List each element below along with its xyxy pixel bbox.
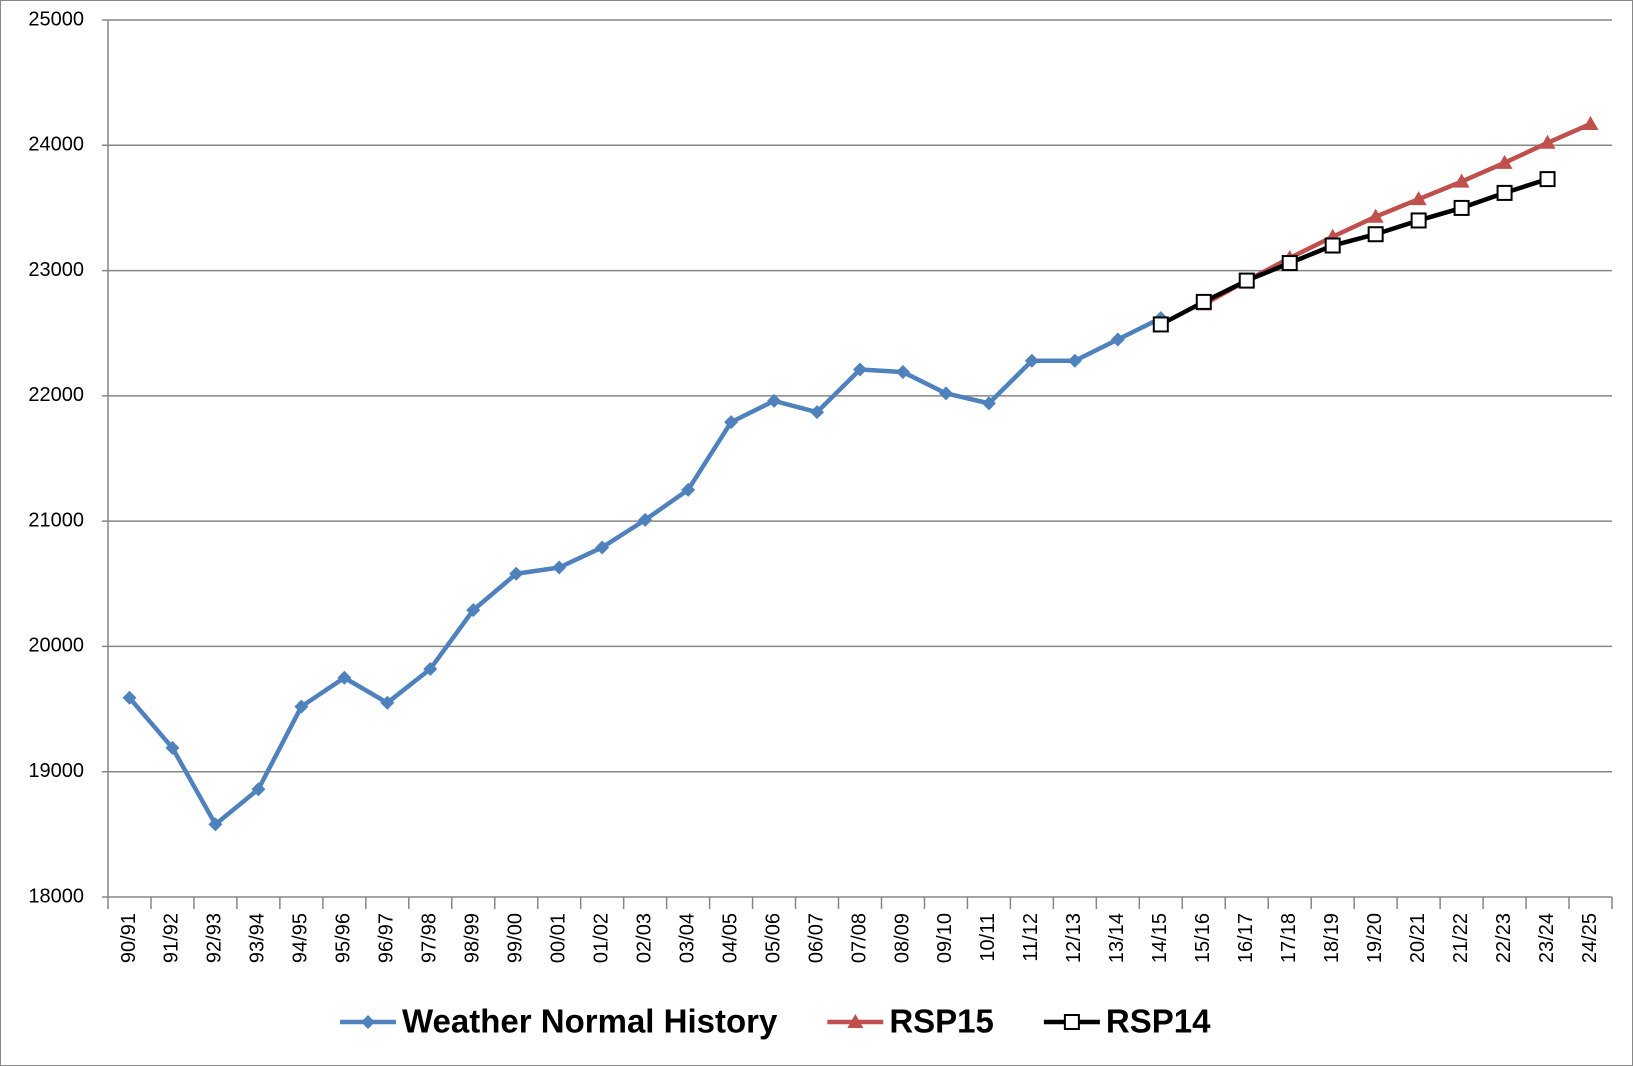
data-point [1067, 353, 1082, 368]
x-tick-label: 90/91 [118, 913, 140, 963]
data-point [895, 365, 910, 380]
x-tick-label: 04/05 [719, 913, 741, 963]
legend-marker [1063, 1014, 1080, 1030]
data-point [1367, 208, 1384, 223]
x-tick-label: 11/12 [1020, 913, 1042, 962]
data-point [122, 690, 137, 705]
x-tick-label: 06/07 [805, 913, 827, 963]
y-tick-label: 25000 [28, 8, 84, 30]
x-tick-label: 13/14 [1106, 913, 1128, 963]
data-point [1410, 212, 1427, 229]
data-point [1410, 191, 1427, 206]
x-tick-label: 15/16 [1192, 913, 1214, 963]
data-point [1582, 115, 1599, 130]
data-point [337, 670, 352, 685]
data-point [1539, 171, 1556, 188]
data-point [552, 560, 567, 575]
x-tick-label: 03/04 [676, 913, 698, 963]
data-point [595, 540, 610, 555]
data-point [1152, 316, 1169, 333]
x-tick-label: 92/93 [204, 913, 226, 963]
legend-label: RSP15 [889, 1003, 994, 1040]
x-tick-label: 22/23 [1493, 913, 1515, 963]
data-point [1453, 199, 1470, 216]
data-point [1195, 293, 1212, 310]
x-tick-label: 14/15 [1149, 913, 1171, 963]
x-tick-label: 08/09 [891, 913, 913, 963]
y-tick-label: 21000 [28, 509, 84, 531]
x-tick-label: 17/18 [1278, 913, 1300, 963]
x-tick-label: 18/19 [1321, 913, 1343, 963]
data-point [466, 603, 481, 618]
series-line [1202, 121, 1592, 307]
x-tick-label: 91/92 [161, 913, 183, 963]
data-point [251, 782, 266, 797]
legend-marker [847, 1014, 864, 1028]
x-tick-label: 19/20 [1364, 913, 1386, 963]
data-point [1238, 272, 1255, 289]
legend-label: RSP14 [1106, 1003, 1211, 1040]
x-tick-label: 20/21 [1407, 913, 1429, 963]
legend-label: Weather Normal History [402, 1003, 778, 1040]
legend-marker [361, 1015, 375, 1029]
x-tick-label: 02/03 [633, 913, 655, 963]
x-tick-label: 00/01 [547, 913, 569, 963]
series-line [1159, 176, 1549, 327]
data-point [1281, 255, 1298, 272]
y-tick-label: 18000 [28, 885, 84, 907]
x-tick-label: 09/10 [934, 913, 956, 963]
data-point [165, 740, 180, 755]
x-tick-label: 23/24 [1536, 913, 1558, 963]
x-tick-label: 05/06 [762, 913, 784, 963]
data-point [981, 396, 996, 411]
y-tick-label: 23000 [28, 259, 84, 281]
data-point [1024, 353, 1039, 368]
x-tick-label: 95/96 [333, 913, 355, 963]
x-tick-label: 16/17 [1235, 913, 1257, 963]
x-tick-label: 10/11 [977, 913, 999, 962]
data-point [1324, 237, 1341, 254]
data-point [1453, 173, 1470, 188]
data-point [938, 386, 953, 401]
x-tick-label: 24/25 [1579, 913, 1601, 963]
data-point [638, 512, 653, 527]
x-tick-label: 93/94 [247, 913, 269, 963]
y-tick-label: 22000 [28, 384, 84, 406]
y-tick-label: 24000 [28, 134, 84, 156]
data-point [1496, 184, 1513, 201]
data-point [294, 699, 309, 714]
data-point [724, 415, 739, 430]
x-tick-label: 01/02 [590, 913, 612, 963]
x-tick-label: 21/22 [1450, 913, 1472, 963]
data-point [1539, 134, 1556, 149]
x-tick-label: 12/13 [1063, 913, 1085, 963]
y-tick-label: 20000 [28, 635, 84, 657]
x-tick-label: 98/99 [462, 913, 484, 963]
data-point [681, 482, 696, 497]
data-point [380, 695, 395, 710]
data-point [853, 362, 867, 377]
data-point [509, 566, 524, 581]
x-tick-label: 07/08 [848, 913, 870, 963]
data-point [767, 393, 782, 408]
data-point [1110, 332, 1125, 347]
data-point [1367, 226, 1384, 243]
x-tick-label: 94/95 [290, 913, 312, 963]
x-tick-label: 99/00 [505, 913, 527, 963]
data-point [810, 405, 825, 420]
data-point [1496, 154, 1513, 169]
data-point [423, 661, 438, 676]
x-tick-label: 97/98 [419, 913, 441, 963]
x-tick-label: 96/97 [376, 913, 398, 963]
data-point [208, 817, 223, 832]
y-tick-label: 19000 [28, 760, 84, 782]
